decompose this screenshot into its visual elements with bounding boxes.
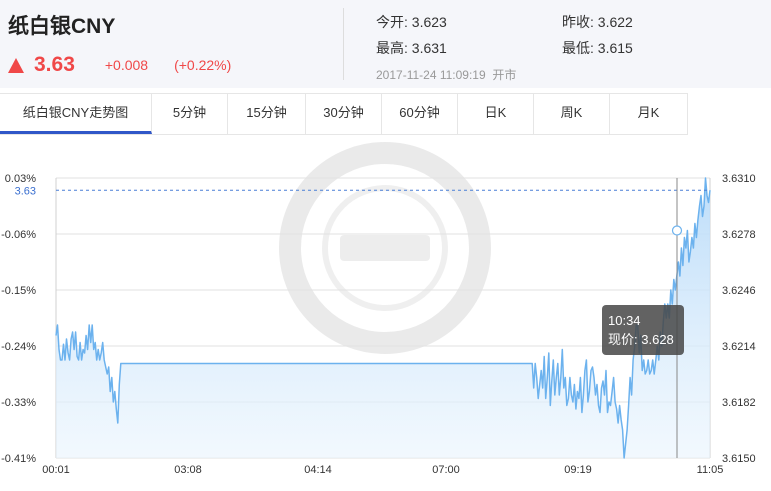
quote-timestamp: 2017-11-24 11:09:19 开市 <box>376 66 516 83</box>
stat-high-label: 最高: <box>376 40 408 56</box>
y-right-tick-label: 3.6278 <box>722 229 756 241</box>
stat-low: 最低: 3.615 <box>562 38 633 58</box>
y-left-tick-label: -0.06% <box>1 229 36 241</box>
y-left-tick-label: -0.41% <box>1 453 36 465</box>
stat-high-value: 3.631 <box>411 40 447 56</box>
x-tick-label: 04:14 <box>304 464 332 476</box>
x-tick-label: 09:19 <box>564 464 592 476</box>
instrument-title: 纸白银CNY <box>8 15 116 38</box>
tab-5min[interactable]: 5分钟 <box>152 94 228 134</box>
header-divider <box>343 8 344 80</box>
timestamp-text: 2017-11-24 11:09:19 <box>376 68 486 82</box>
tab-60min[interactable]: 60分钟 <box>382 94 458 134</box>
quote-header: 纸白银CNY 3.63 +0.008 (+0.22%) 今开: 3.623 昨收… <box>0 0 771 88</box>
y-left-tick-label: 0.03% <box>5 173 36 185</box>
chart-plot <box>55 177 711 459</box>
x-tick-label: 03:08 <box>174 464 202 476</box>
tab-intraday[interactable]: 纸白银CNY走势图 <box>0 94 152 134</box>
y-right-tick-label: 3.6246 <box>722 285 756 297</box>
price-change-percent: (+0.22%) <box>174 57 232 73</box>
x-tick-label: 00:01 <box>42 464 70 476</box>
tab-15min[interactable]: 15分钟 <box>228 94 306 134</box>
y-left-tick-label: -0.15% <box>1 285 36 297</box>
price-line <box>55 177 711 459</box>
tab-30min[interactable]: 30分钟 <box>306 94 382 134</box>
y-left-tick-label: -0.33% <box>1 397 36 409</box>
current-price: 3.63 <box>34 53 75 76</box>
tab-daily-k[interactable]: 日K <box>458 94 534 134</box>
y-left-tick-label: -0.24% <box>1 341 36 353</box>
stat-prev-close-value: 3.622 <box>597 14 633 30</box>
tab-weekly-k[interactable]: 周K <box>534 94 610 134</box>
intraday-chart[interactable]: 0.03% 3.6310 -0.06% 3.6278 -0.15% 3.6246 -0.24… <box>0 140 771 491</box>
tab-monthly-k[interactable]: 月K <box>610 94 688 134</box>
stat-open-value: 3.623 <box>411 14 447 30</box>
stat-low-label: 最低: <box>562 40 594 56</box>
stat-open-label: 今开: <box>376 14 408 30</box>
tooltip-time: 10:34 <box>608 313 641 328</box>
market-status: 开市 <box>492 68 517 82</box>
stat-low-value: 3.615 <box>597 40 633 56</box>
y-right-tick-label: 3.6150 <box>722 453 756 465</box>
stat-prev-close-label: 昨收: <box>562 14 594 30</box>
crosshair-point <box>671 225 683 236</box>
x-tick-label: 07:00 <box>432 464 460 476</box>
tooltip-price-value: 3.628 <box>641 332 674 347</box>
stat-high: 最高: 3.631 <box>376 38 447 58</box>
up-arrow-icon <box>8 57 24 73</box>
watermark-logo <box>279 142 491 354</box>
price-row: 3.63 +0.008 (+0.22%) <box>8 52 257 78</box>
stat-prev-close: 昨收: 3.622 <box>562 12 633 32</box>
tooltip-price: 现价: 3.628 <box>608 330 684 349</box>
y-right-tick-label: 3.6310 <box>722 173 756 185</box>
current-price-label: 3.63 <box>15 185 36 197</box>
x-tick-label: 11:05 <box>697 464 724 476</box>
stat-open: 今开: 3.623 <box>376 12 447 32</box>
chart-tooltip: 10:34 现价: 3.628 <box>602 305 684 355</box>
tooltip-price-label: 现价: <box>608 332 638 347</box>
price-change: +0.008 <box>104 57 149 73</box>
chart-axis-labels: 0.03% 3.6310 -0.06% 3.6278 -0.15% 3.6246 -0.24… <box>1 173 756 476</box>
chart-period-tabs: 纸白银CNY走势图 5分钟 15分钟 30分钟 60分钟 日K 周K 月K <box>0 93 688 135</box>
y-right-tick-label: 3.6214 <box>722 341 756 353</box>
y-right-tick-label: 3.6182 <box>722 397 756 409</box>
